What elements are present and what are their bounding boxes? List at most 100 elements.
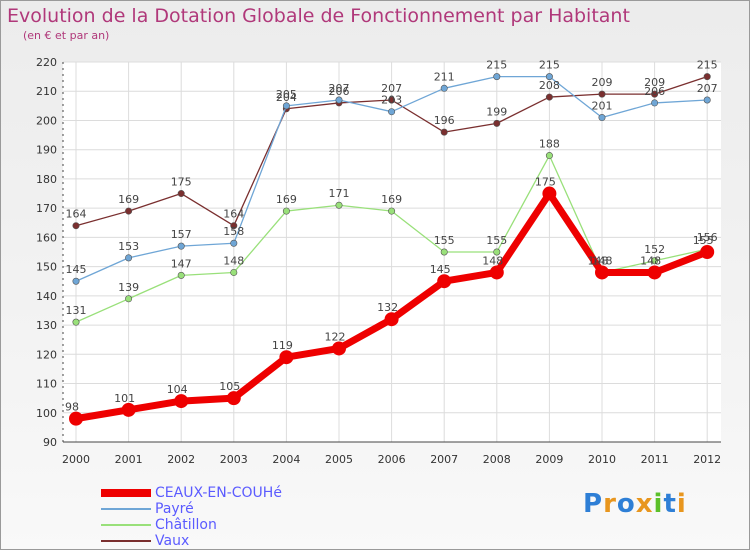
legend-label-payre: Payré	[155, 501, 194, 517]
proxiti-logo: Proxiti	[583, 489, 687, 519]
data-point-chatillon	[177, 271, 185, 279]
x-tick-label: 2010	[588, 453, 616, 466]
data-point-payre	[545, 73, 553, 81]
y-tick-label: 220	[36, 56, 57, 69]
y-tick-label: 100	[36, 407, 57, 420]
data-point-payre	[282, 102, 290, 110]
data-label-vaux: 209	[592, 76, 613, 89]
data-label-payre: 207	[329, 82, 350, 95]
legend-item-chatillon: Châtillon	[101, 517, 361, 533]
data-label-chatillon: 188	[539, 138, 560, 151]
data-label-vaux: 175	[171, 176, 192, 189]
legend-item-vaux: Vaux	[101, 533, 361, 549]
data-point-vaux	[703, 73, 711, 81]
data-label-vaux: 207	[381, 82, 402, 95]
data-point-vaux	[493, 119, 501, 127]
logo-letter: r	[603, 489, 617, 519]
data-label-chatillon: 169	[276, 193, 297, 206]
data-point-payre	[177, 242, 185, 250]
data-label-vaux: 196	[434, 114, 455, 127]
data-label-chatillon: 156	[697, 231, 718, 244]
data-point-chatillon	[651, 257, 659, 265]
legend-swatch-payre	[101, 508, 151, 510]
data-point-payre	[703, 96, 711, 104]
data-label-payre: 158	[223, 225, 244, 238]
data-label-ceaux: 98	[65, 401, 79, 414]
data-point-chatillon	[125, 295, 133, 303]
legend-label-chatillon: Châtillon	[155, 517, 217, 533]
y-tick-label: 160	[36, 231, 57, 244]
data-label-ceaux: 105	[219, 380, 240, 393]
data-label-ceaux: 148	[588, 254, 609, 267]
data-point-ceaux	[279, 350, 294, 365]
data-label-ceaux: 104	[167, 383, 188, 396]
data-point-ceaux	[121, 402, 136, 417]
data-point-payre	[493, 73, 501, 81]
data-point-ceaux	[226, 391, 241, 406]
data-point-ceaux	[332, 341, 346, 356]
data-point-payre	[72, 277, 80, 285]
data-label-payre: 211	[434, 70, 455, 83]
data-label-vaux: 169	[118, 193, 139, 206]
logo-letter: P	[583, 489, 604, 519]
legend: CEAUX-EN-COUHé Payré Châtillon Vaux	[101, 485, 361, 549]
legend-swatch-ceaux	[101, 489, 151, 497]
data-point-payre	[335, 96, 343, 104]
data-label-chatillon: 152	[644, 243, 665, 256]
y-tick-label: 120	[36, 348, 57, 361]
y-tick-label: 90	[43, 436, 57, 449]
data-point-ceaux	[174, 394, 189, 409]
data-label-payre: 215	[539, 59, 560, 72]
data-label-vaux: 209	[644, 76, 665, 89]
logo-letter: i	[653, 489, 664, 519]
data-point-vaux	[388, 96, 396, 104]
data-label-chatillon: 131	[66, 304, 87, 317]
logo-letter: t	[663, 489, 677, 519]
x-tick-label: 2003	[220, 453, 248, 466]
data-label-chatillon: 147	[171, 257, 192, 270]
data-point-ceaux	[595, 265, 609, 280]
legend-swatch-vaux	[101, 540, 151, 542]
data-point-payre	[440, 84, 448, 92]
data-label-payre: 215	[486, 59, 507, 72]
data-label-ceaux: 132	[377, 301, 398, 314]
x-tick-label: 2006	[378, 453, 406, 466]
data-point-chatillon	[282, 207, 290, 215]
data-point-ceaux	[700, 245, 715, 259]
data-label-vaux: 199	[486, 105, 507, 118]
data-point-chatillon	[493, 248, 501, 256]
legend-swatch-chatillon	[101, 524, 151, 526]
data-label-payre: 201	[592, 100, 613, 113]
data-point-ceaux	[647, 265, 662, 280]
data-label-chatillon: 155	[434, 234, 455, 247]
data-label-ceaux: 148	[640, 254, 661, 267]
y-tick-label: 190	[36, 144, 57, 157]
chart-title: Evolution de la Dotation Globale de Fonc…	[7, 5, 630, 27]
data-point-ceaux	[437, 274, 452, 289]
x-tick-label: 2008	[483, 453, 511, 466]
data-point-vaux	[125, 207, 133, 215]
legend-item-payre: Payré	[101, 501, 361, 517]
data-point-chatillon	[388, 207, 396, 215]
x-tick-label: 2012	[693, 453, 721, 466]
data-label-payre: 157	[171, 228, 192, 241]
logo-letter: x	[635, 489, 654, 519]
x-tick-label: 2000	[62, 453, 90, 466]
data-label-vaux: 164	[66, 208, 87, 221]
data-point-payre	[230, 239, 238, 247]
data-label-payre: 145	[66, 263, 87, 276]
y-tick-label: 130	[36, 319, 57, 332]
data-point-vaux	[598, 90, 606, 98]
data-label-ceaux: 119	[272, 339, 293, 352]
data-label-chatillon: 139	[118, 281, 139, 294]
y-tick-label: 150	[36, 261, 57, 274]
y-tick-label: 170	[36, 202, 57, 215]
y-tick-label: 180	[36, 173, 57, 186]
data-label-vaux: 208	[539, 79, 560, 92]
x-tick-label: 2009	[535, 453, 563, 466]
y-tick-label: 110	[36, 378, 57, 391]
data-label-vaux: 206	[329, 85, 350, 98]
data-label-vaux: 204	[276, 91, 297, 104]
legend-label-ceaux: CEAUX-EN-COUHé	[155, 485, 282, 501]
